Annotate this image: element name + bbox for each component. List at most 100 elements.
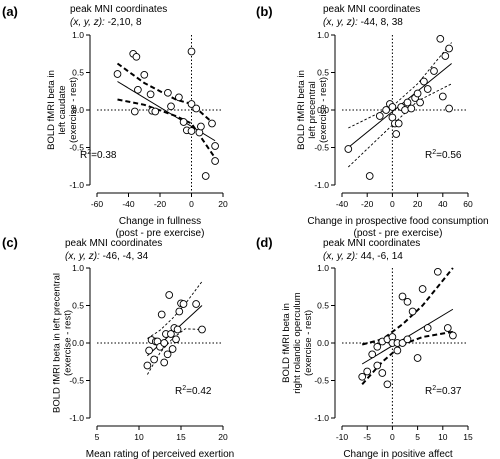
data-point [151,107,160,116]
data-point [449,331,457,340]
y-axis-label-line: BOLD fMRI beta in left precentral [52,273,63,413]
coordinates-text: (x, y, z): -2,10, 8 [70,17,142,28]
data-point [187,47,196,56]
r-squared-label: R2=0.38 [80,149,117,161]
data-point [211,142,219,150]
peak-title: peak MNI coordinates [323,238,420,249]
coordinates-value: -46, -4, 34 [100,251,149,262]
data-point [418,285,427,293]
data-point [134,85,142,94]
data-point [403,297,412,306]
x-tick-label: -20 [361,199,374,209]
data-point [368,350,377,359]
data-point [165,291,174,299]
panel-label: (c) [2,235,18,250]
coordinates-text: (x, y, z): -44, 8, 38 [323,17,403,28]
r-squared-label: R2=0.42 [175,385,212,397]
data-point [393,346,402,355]
y-tick-label: -0.5 [69,143,84,153]
data-point [445,44,453,53]
panel-d: (d) peak MNI coordinates (x, y, z): 44, -6… [256,235,473,459]
y-axis-label-line: (exercise - rest) [63,310,74,376]
x-tick-label: 15 [463,432,473,442]
y-axis-label-line: left caudate [57,85,68,134]
data-point [413,354,422,362]
data-point [145,346,153,355]
data-point [140,70,149,79]
y-axis-label: BOLD fMRI beta inright rolandic operculu… [281,292,314,393]
peak-title: peak MNI coordinates [323,4,420,15]
data-point [160,339,169,347]
confidence-band-upper [361,267,454,346]
data-point [433,267,442,276]
x-axis-label: Change in positive affect [343,449,453,459]
data-point [113,70,122,78]
coordinates-text: (x, y, z): 44, -6, 14 [323,251,403,262]
y-tick-label: -0.5 [314,143,329,153]
data-point [443,324,452,332]
x-tick-label: -5 [363,432,371,442]
data-point [445,104,453,113]
y-axis-label-line: (exercise - rest) [68,77,79,143]
x-tick-label: -10 [336,432,349,442]
data-point [187,127,196,135]
r-squared-label: R2=0.37 [425,385,462,397]
data-point [167,330,175,338]
x-tick-label: 20 [413,199,423,209]
y-axis-label-line: BOLD fMRI beta in [281,303,292,383]
data-point [163,350,172,359]
y-tick-label: -1.0 [314,413,329,423]
data-point [358,372,367,381]
y-tick-label: -0.5 [69,376,84,386]
coordinates-value: 44, -6, 14 [358,251,403,262]
confidence-band-upper [348,42,452,129]
y-axis-label-line: BOLD fMRI beta in [296,70,307,150]
coordinates-value: -2,10, 8 [105,17,142,28]
y-tick-label: -1.0 [314,180,329,190]
coordinates-label: (x, y, z): [323,17,358,28]
data-point [394,119,403,128]
peak-title: peak MNI coordinates [65,238,162,249]
coordinates-label: (x, y, z): [65,251,100,262]
y-tick-label: -1.0 [69,180,84,190]
x-tick-label: 10 [438,432,448,442]
data-point [420,77,428,86]
data-point [382,106,390,114]
coordinates-label: (x, y, z): [323,251,358,262]
x-axis-label: Mean rating of perceived exertion [86,449,234,459]
data-point [430,67,438,75]
y-axis-label-line: (exercise - rest) [303,310,314,376]
data-point [388,103,397,111]
x-tick-label: 60 [463,199,473,209]
r-squared-label: R2=0.56 [425,149,462,161]
coordinates-label: (x, y, z): [70,17,105,28]
data-point [365,172,374,180]
data-point [441,52,450,60]
x-tick-label: 20 [218,432,228,442]
confidence-band-upper [147,281,203,339]
y-tick-label: 0.5 [317,301,329,311]
y-tick-label: 1.0 [72,263,84,273]
panel-label: (b) [256,4,273,19]
data-point [423,324,432,332]
data-point [401,106,409,114]
y-axis-label-line: BOLD fMRI beta in [46,70,57,150]
y-tick-label: 0.5 [72,301,84,311]
coordinates-text: (x, y, z): -46, -4, 34 [65,251,149,262]
data-point [201,172,210,180]
x-axis-label: (post - pre exercise) [354,228,443,239]
data-point [187,100,196,108]
peak-title: peak MNI coordinates [70,4,167,15]
data-point [403,335,412,344]
data-point [160,358,169,367]
x-tick-label: 15 [176,432,186,442]
x-tick-label: 0 [390,199,395,209]
y-tick-label: 1.0 [317,30,329,40]
coordinates-value: -44, 8, 38 [358,17,403,28]
data-point [373,342,382,351]
y-axis-label: BOLD fMRI beta in left precentral(exerci… [52,273,74,413]
y-tick-label: 0.5 [317,68,329,78]
data-point [208,119,216,128]
y-tick-label: 0.0 [317,105,329,115]
